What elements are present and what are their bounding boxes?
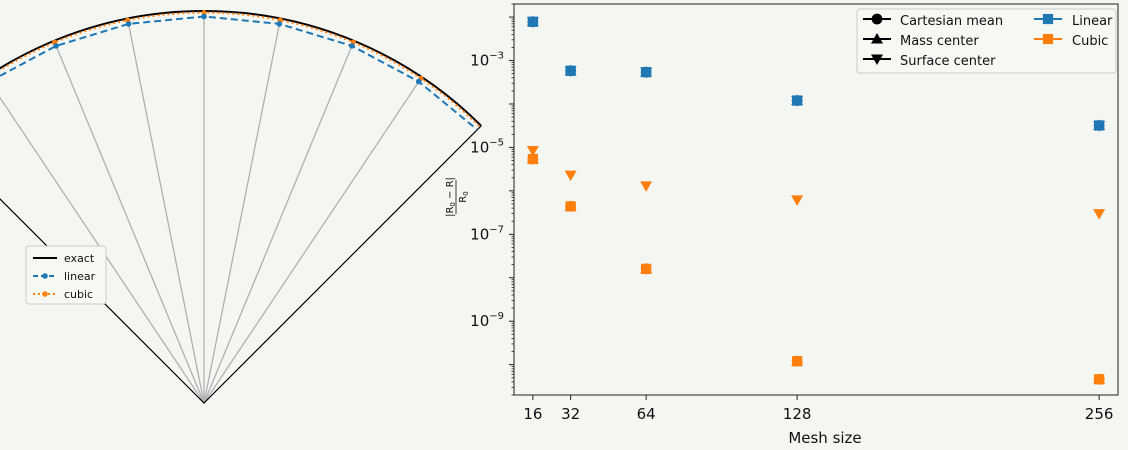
linear-node	[415, 78, 422, 85]
cubic-circle-point	[527, 153, 539, 165]
linear-circle-point	[565, 65, 577, 77]
data-markers	[526, 15, 1106, 385]
y-axis-ticks: 10−3 10−5 10−7 10−9	[470, 3, 514, 396]
spoke-line	[0, 96, 205, 404]
legend-linear-method-label: Linear	[1072, 14, 1113, 29]
y-label-denominator: R0	[458, 191, 470, 202]
legend-linear-marker	[42, 273, 48, 279]
cubic-circle-point	[791, 355, 803, 367]
cubic-circle-point	[565, 200, 577, 212]
spokes	[0, 11, 423, 404]
linear-node	[53, 43, 59, 49]
cubic-triangle-down-point	[1093, 209, 1106, 220]
linear-nodes	[53, 13, 422, 85]
linear-circle-point	[791, 95, 803, 106]
legend-linear-label: linear	[64, 270, 96, 283]
cubic-circle-point	[1093, 373, 1105, 385]
x-axis-label: Mesh size	[788, 429, 861, 447]
legend-cubic-marker	[42, 291, 48, 297]
x-tick-label: 128	[783, 405, 812, 423]
legend-cubic-method-label: Cubic	[1072, 34, 1108, 49]
spoke-line	[203, 40, 355, 404]
cubic-triangle-down-point	[640, 181, 653, 192]
legend-triangle-down-swatch	[871, 54, 883, 65]
y-axis-label: |R0 − R| R0	[445, 177, 470, 217]
legend-exact-label: exact	[64, 252, 95, 265]
cubic-triangle-down-point	[526, 145, 539, 157]
legend-surface-center-label: Surface center	[900, 54, 996, 69]
linear-node	[276, 21, 283, 27]
linear-circle-point	[527, 16, 539, 28]
right-legend-items	[863, 13, 1062, 65]
sector-diagram	[0, 9, 482, 404]
linear-node	[125, 21, 132, 27]
x-axis-ticks: 16 32 64 128 256	[523, 395, 1113, 423]
y-tick-label: 10−7	[470, 224, 504, 243]
linear-node	[201, 13, 207, 20]
cubic-circle-point	[640, 263, 652, 275]
legend-mass-center-label: Mass center	[900, 34, 979, 49]
y-tick-label: 10−5	[470, 137, 504, 156]
cubic-node	[201, 10, 207, 16]
error-plot: 16 32 64 128 256 10−310−510−710−9 Mesh size …	[445, 3, 1119, 447]
linear-circle-point	[1093, 120, 1105, 131]
y-tick-label: 10−3	[470, 51, 504, 70]
legend-linear-swatch	[1042, 13, 1054, 25]
cubic-triangle-down-point	[791, 195, 804, 206]
legend-cubic-swatch	[1042, 33, 1054, 45]
cubic-nodes	[52, 10, 424, 81]
x-tick-label: 64	[637, 405, 656, 423]
spoke-line	[53, 40, 205, 404]
sector-sides	[0, 125, 482, 404]
x-tick-label: 32	[561, 405, 580, 423]
y-tick-label: 10−9	[470, 311, 504, 330]
spoke-line	[126, 18, 205, 404]
spoke-line	[203, 76, 423, 404]
legend-triangle-up-swatch	[871, 33, 883, 44]
spoke-line	[203, 18, 282, 404]
legend-circle-swatch	[871, 13, 883, 25]
linear-node	[349, 43, 355, 49]
right-legend-frame	[856, 8, 1117, 74]
legend-cartesian-mean-label: Cartesian mean	[900, 14, 1003, 29]
x-tick-label: 16	[523, 405, 542, 423]
linear-circle-point	[640, 66, 652, 78]
left-legend: exact linear cubic	[25, 245, 107, 305]
cubic-triangle-down-point	[564, 170, 577, 182]
legend-cubic-label: cubic	[64, 288, 93, 301]
right-legend: Cartesian mean Mass center Surface cente…	[856, 8, 1117, 74]
left-legend-frame	[25, 245, 107, 305]
x-tick-label: 256	[1085, 405, 1114, 423]
y-label-numerator: |R0 − R|	[445, 177, 457, 217]
